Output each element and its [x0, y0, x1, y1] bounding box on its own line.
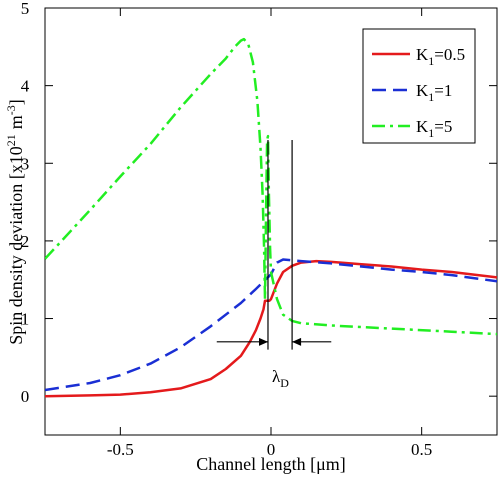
legend-label-1: K1=0.5: [416, 45, 465, 68]
legend-label-3: K1=5: [416, 117, 452, 140]
legend-label-2: K1=1: [416, 81, 452, 104]
lambda-annotation: λD: [216, 139, 332, 390]
x-axis-title: Channel length [μm]: [196, 454, 346, 474]
y-axis-title-close: ]: [6, 99, 26, 105]
y-tick-label: 2: [21, 232, 30, 251]
axis-ticks: -0.5 0 0.5 0 1 2 3 4 5: [21, 0, 497, 459]
x-tick-label: 0: [267, 440, 276, 459]
x-tick-label: -0.5: [107, 440, 134, 459]
y-axis-title-main: Spin density deviation [x10: [6, 146, 26, 344]
lambda-label: λD: [272, 367, 289, 390]
legend: K1=0.5 K1=1 K1=5: [362, 28, 476, 144]
legend-entries: K1=0.5 K1=1 K1=5: [372, 45, 465, 140]
y-axis-title: Spin density deviation [x1021 m-3]: [4, 99, 26, 345]
y-axis-title-exp: 21: [4, 134, 18, 146]
lambda-arrow-right-head: [292, 337, 302, 346]
y-axis-title-unit: m: [6, 115, 26, 129]
y-tick-label: 3: [21, 154, 30, 173]
lambda-arrow-left-head: [258, 337, 268, 346]
y-tick-label: 0: [21, 387, 30, 406]
y-tick-label: 4: [21, 77, 30, 96]
legend-box: [362, 28, 476, 144]
x-tick-label: 0.5: [411, 440, 432, 459]
y-tick-label: 1: [21, 310, 30, 329]
y-tick-label: 5: [21, 0, 30, 18]
y-axis-title-unit-exp: -3: [4, 105, 18, 115]
series-line-2: [45, 258, 497, 392]
series-line-3: [45, 37, 497, 336]
